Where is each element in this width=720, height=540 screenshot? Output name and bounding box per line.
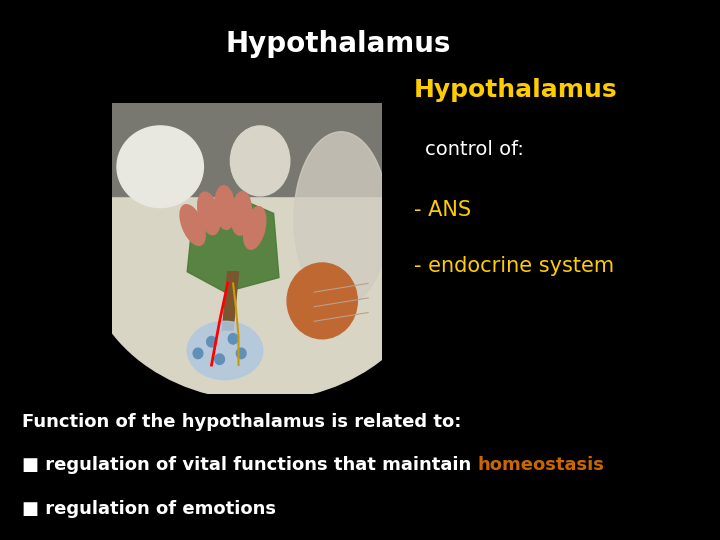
Ellipse shape [215,186,235,230]
Text: - ANS: - ANS [414,200,471,220]
Text: control of:: control of: [425,140,523,159]
Text: homeostasis: homeostasis [477,456,604,474]
Ellipse shape [187,321,263,380]
Ellipse shape [117,126,203,207]
Ellipse shape [85,109,436,400]
Circle shape [236,348,246,359]
Polygon shape [112,103,382,196]
Text: Hypothalamus: Hypothalamus [225,30,451,58]
Polygon shape [187,196,279,292]
Ellipse shape [180,205,205,245]
Ellipse shape [230,126,289,196]
Text: ■ regulation of emotions: ■ regulation of emotions [22,500,276,517]
Polygon shape [222,272,238,330]
Text: Function of the hypothalamus is related to:: Function of the hypothalamus is related … [22,413,461,431]
Text: - endocrine system: - endocrine system [414,256,614,276]
Circle shape [228,334,238,344]
Circle shape [193,348,203,359]
Text: Hypothalamus: Hypothalamus [414,78,618,102]
Circle shape [207,336,217,347]
Circle shape [287,263,357,339]
Ellipse shape [294,132,388,307]
Text: ■ regulation of vital functions that maintain: ■ regulation of vital functions that mai… [22,456,477,474]
Ellipse shape [243,207,266,249]
Ellipse shape [231,192,251,235]
Circle shape [215,354,225,364]
Ellipse shape [198,192,220,235]
